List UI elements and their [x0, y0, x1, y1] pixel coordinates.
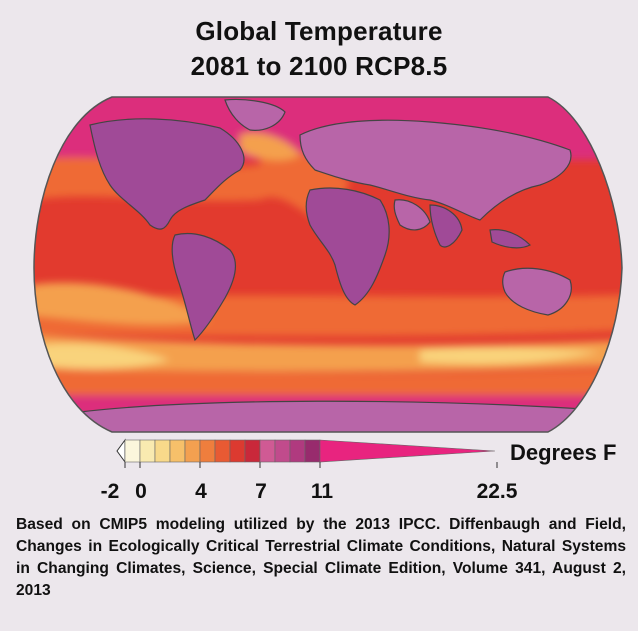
greenland: [224, 98, 286, 131]
colorbar-cell: [184, 439, 201, 463]
colorbar-cell: [214, 439, 231, 463]
australia: [502, 267, 572, 316]
southern-ocean-band-3: [34, 368, 622, 401]
colorbar-min-arrow: [116, 438, 126, 464]
colorbar-cell: [259, 439, 276, 463]
colorbar-cell: [169, 439, 186, 463]
south-america: [171, 232, 237, 342]
colorbar-cell: [274, 439, 291, 463]
map-title: Global Temperature: [195, 16, 443, 46]
colorbar-cell: [244, 439, 261, 463]
north-america: [89, 118, 245, 230]
south-pacific-pale-patch: [40, 343, 170, 370]
colorbar-cell: [154, 439, 171, 463]
colorbar-cell: [124, 439, 141, 463]
arabia: [393, 199, 431, 231]
continents: [79, 98, 601, 432]
indonesia: [489, 229, 532, 249]
colorbar-cell: [229, 439, 246, 463]
map-outline: [33, 96, 623, 433]
africa: [305, 187, 390, 306]
colorbar: [116, 438, 498, 468]
colorbar-tick-label: -2: [100, 480, 120, 503]
colorbar-cell: [139, 439, 156, 463]
india: [429, 204, 463, 248]
colorbar-tick-label: 7: [255, 480, 267, 503]
colorbar-tick-label: 11: [310, 480, 334, 503]
colorbar-cell: [199, 439, 216, 463]
colorbar-tick-label: 4: [195, 480, 207, 503]
south-pacific-light-band: [34, 282, 210, 325]
map-surface: [34, 97, 622, 432]
source-citation: Based on CMIP5 modeling utilized by the …: [16, 516, 626, 599]
south-indian-pale-patch: [420, 347, 600, 365]
colorbar-tick-label: 22.5: [476, 480, 518, 503]
colorbar-tick-label: 0: [135, 480, 147, 503]
map-subtitle: 2081 to 2100 RCP8.5: [190, 51, 448, 81]
colorbar-cell: [304, 439, 321, 463]
antarctica: [79, 400, 601, 432]
north-atlantic-cool-spot: [240, 132, 300, 161]
colorbar-max-wedge: [319, 439, 496, 463]
colorbar-cell: [289, 439, 306, 463]
eurasia: [299, 119, 572, 221]
colorbar-units-label: Degrees F: [510, 440, 617, 465]
